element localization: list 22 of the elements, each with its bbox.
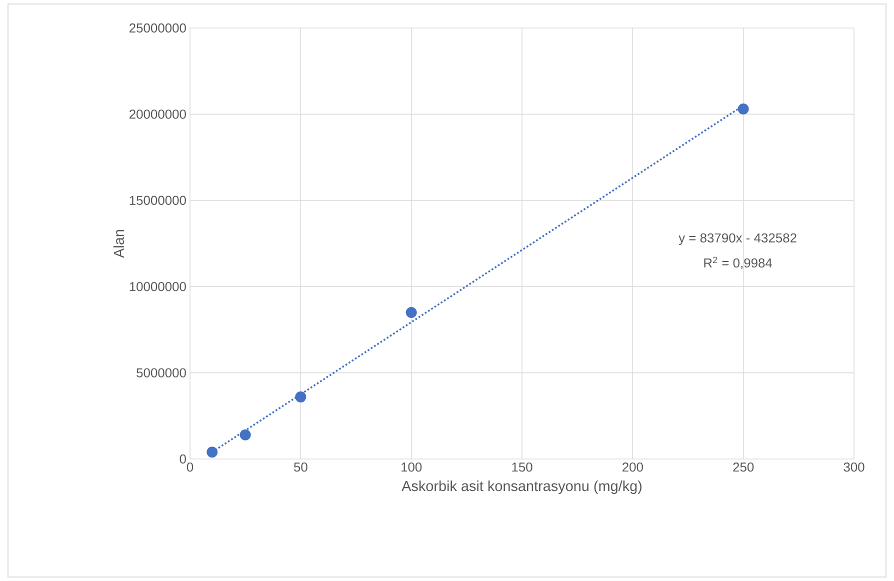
x-tick-label: 200 xyxy=(622,462,643,472)
x-tick-label: 150 xyxy=(512,462,532,472)
annotation: y = 83790x - 432582 xyxy=(678,233,796,246)
point xyxy=(206,446,218,458)
y-axis-title: Alan xyxy=(113,230,124,258)
y-tick-label: 20000000 xyxy=(130,110,186,119)
point xyxy=(738,104,749,115)
y-tick-label: 5000000 xyxy=(136,368,186,378)
x-tick-label: 50 xyxy=(294,462,308,472)
point xyxy=(240,429,251,440)
x-tick-label: 300 xyxy=(844,462,864,472)
x-tick-label: 250 xyxy=(733,462,754,472)
annotation: R$^{2}$ = 0,9984 xyxy=(704,256,772,270)
y-tick-label: 15000000 xyxy=(130,196,186,205)
point xyxy=(406,306,417,318)
point xyxy=(295,391,306,402)
x-tick-label: 100 xyxy=(402,462,422,472)
x-axis-title: Askorbik asit konsantrasyonu (mg/kg) xyxy=(402,480,642,494)
y-tick-label: 10000000 xyxy=(130,282,186,292)
x-tick-label: 0 xyxy=(186,462,194,472)
y-tick-label: 0 xyxy=(180,454,186,464)
y-tick-label: 25000000 xyxy=(130,23,186,33)
